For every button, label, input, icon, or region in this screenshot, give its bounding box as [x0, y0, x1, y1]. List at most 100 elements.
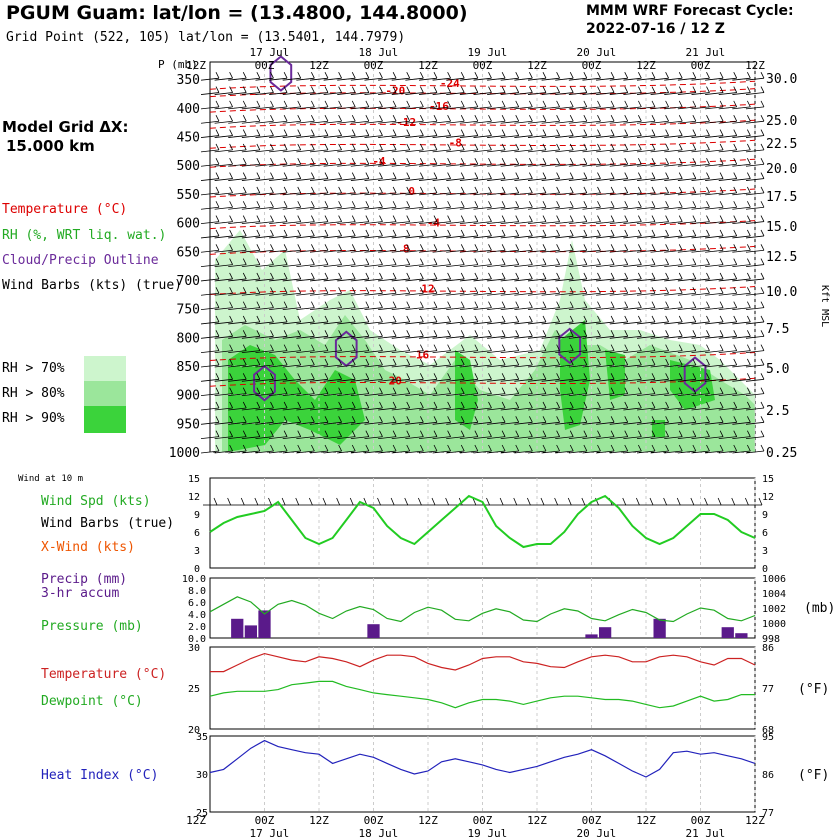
wind-barb-shaft — [596, 106, 615, 110]
wind-barb-shaft — [200, 278, 220, 282]
wind-barb-shaft — [745, 192, 765, 196]
wind-barb-shaft — [677, 378, 696, 382]
wind-barb-shaft — [391, 307, 410, 311]
wind-barb-shaft — [418, 378, 438, 382]
wind-barb-shaft — [296, 235, 315, 239]
wind-barb-shaft — [309, 106, 329, 110]
wind-barb-flag — [488, 301, 492, 308]
wind-barb-shaft — [609, 292, 628, 296]
wind-barb-flag — [406, 244, 411, 251]
wind-barb-shaft — [459, 178, 478, 181]
wind-barb-flag — [474, 444, 479, 452]
wind-barb-flag — [406, 100, 411, 108]
wind-barb-shaft — [487, 106, 506, 110]
wind-barb-flag — [474, 143, 479, 151]
wind-barb-flag — [515, 100, 520, 108]
wind-barb-flag — [283, 416, 288, 423]
wind-barb-flag — [242, 258, 247, 265]
height-tick-label: 22.5 — [766, 137, 797, 152]
wind-barb-flag — [311, 430, 315, 437]
wind-barb-flag — [529, 358, 533, 366]
wind-barb-shaft — [214, 364, 233, 368]
wind-barb-flag — [270, 115, 274, 122]
wind-barb-flag — [338, 172, 342, 179]
wind-barb-shaft — [473, 393, 492, 397]
wind-barb-flag — [692, 100, 697, 108]
wind-barb-shaft — [705, 249, 724, 253]
wind-barb-shaft — [677, 106, 696, 110]
wind-barb-flag — [488, 401, 492, 409]
wind-barb-shaft — [609, 278, 628, 282]
wind-barb-shaft — [255, 77, 274, 81]
wind-barb-shaft — [446, 450, 465, 454]
wind-barb-flag — [351, 158, 356, 165]
wind-barb-flag — [270, 358, 274, 366]
wind-barb-shaft — [241, 192, 260, 196]
wind-barb-shaft — [650, 364, 669, 368]
wind-barb-flag — [515, 387, 520, 394]
wind-barb-flag — [474, 387, 479, 394]
wind-barb-shaft — [378, 249, 397, 253]
wind-barb-flag — [706, 373, 710, 380]
wind-barb-shaft — [568, 120, 587, 124]
wind-barb-shaft — [691, 221, 710, 224]
wind-barb-shaft — [364, 120, 383, 124]
wind-barb-flag — [215, 158, 220, 165]
wind-barb-flag — [338, 430, 342, 437]
wind-barb-shaft — [582, 92, 601, 95]
wind-barb-shaft — [650, 421, 669, 425]
wind-barb-shaft — [555, 163, 574, 167]
wind-barb-flag — [433, 86, 438, 93]
wind-barb-shaft — [500, 249, 519, 253]
wind-barb-flag — [365, 416, 370, 423]
wind-barb-flag — [283, 401, 288, 409]
wind-barb-shaft — [337, 350, 356, 354]
wind-barb-shaft — [350, 307, 369, 311]
wind-barb-shaft — [514, 321, 533, 325]
wind-barb-shaft — [446, 192, 465, 196]
wind-barb-flag — [747, 315, 751, 323]
wind-barb-shaft — [378, 120, 397, 124]
surface-wind-barb-flag — [295, 497, 300, 506]
wind-barb-flag — [501, 215, 506, 222]
wind-barb-shaft — [364, 206, 383, 210]
wind-barb-flag — [719, 229, 724, 237]
wind-barb-shaft — [255, 436, 274, 440]
wind-barb-flag — [324, 86, 329, 93]
wind-barb-flag — [706, 387, 710, 394]
wind-barb-shaft — [732, 106, 751, 110]
temperature-contour-label: 0 — [408, 185, 415, 198]
wind-barb-flag — [311, 387, 315, 394]
wind-barb-shaft — [732, 249, 751, 253]
wind-barb-flag — [433, 143, 438, 151]
wind-barb-shaft — [418, 106, 438, 110]
wind-barb-shaft — [677, 421, 696, 425]
wind-barb-shaft — [745, 106, 765, 110]
wind-barb-flag — [392, 287, 397, 294]
wind-barb-flag — [460, 100, 465, 108]
wind-barb-flag — [733, 330, 738, 337]
wind-barb-shaft — [609, 393, 628, 397]
wind-barb-flag — [760, 158, 765, 165]
wind-barb-shaft — [677, 436, 696, 440]
pressure-ytick: 1002 — [762, 604, 786, 615]
pressure-tick-label: 450 — [177, 131, 200, 146]
wind-barb-flag — [229, 72, 233, 79]
wind-barb-flag — [529, 444, 533, 452]
wind-barb-shaft — [527, 235, 547, 239]
surface-wind-barb-flag — [690, 497, 695, 506]
wind-barb-flag — [338, 272, 342, 280]
wind-barb-shaft — [487, 77, 506, 81]
wind-barb-shaft — [527, 450, 547, 454]
wind-barb-shaft — [514, 106, 533, 110]
wind-barb-flag — [597, 344, 601, 351]
wind-barb-flag — [392, 100, 397, 108]
wind-barb-flag — [665, 143, 669, 151]
heat-ytick-c: 25 — [196, 808, 208, 819]
wind-barb-shaft — [705, 149, 724, 153]
wind-barb-flag — [597, 172, 601, 179]
wind-barb-shaft — [664, 292, 683, 296]
wind-barb-shaft — [705, 106, 724, 110]
wind-barb-flag — [379, 72, 383, 79]
wind-barb-flag — [760, 258, 765, 265]
